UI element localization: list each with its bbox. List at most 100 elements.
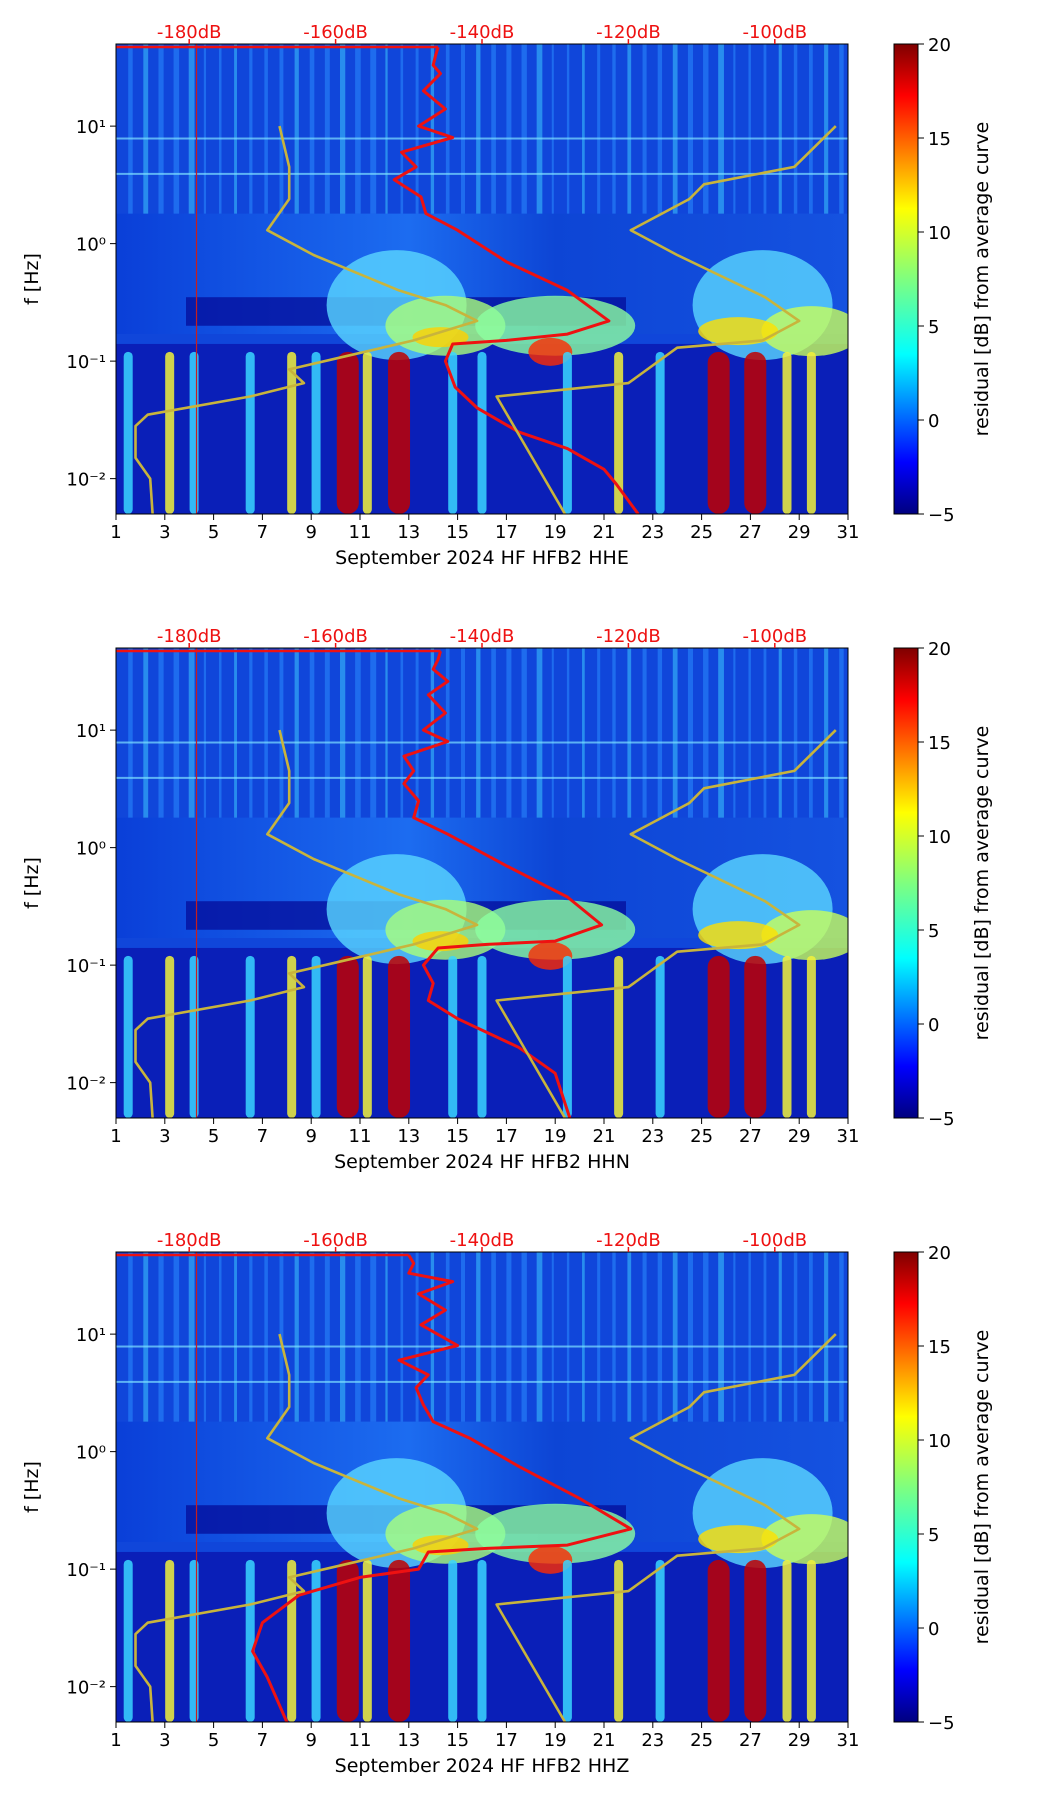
spectrogram-stripe	[839, 648, 844, 818]
spectrogram-stripe	[430, 44, 435, 214]
x-tick-label: 5	[208, 1126, 219, 1147]
spectrogram-event-column	[311, 351, 321, 514]
colorbar-tick-label: 10	[928, 223, 951, 244]
x-tick-label: 3	[159, 1126, 170, 1147]
series-line-average-noise-curve	[392, 46, 640, 514]
x-tick-label: 5	[208, 1730, 219, 1751]
x-tick-label: 11	[349, 522, 372, 543]
top-db-label: -180dB	[157, 1230, 222, 1251]
x-tick-label: 7	[257, 1126, 268, 1147]
spectrogram-stripe	[521, 648, 527, 818]
spectrogram-event-column	[388, 955, 411, 1118]
spectrogram-stripe	[264, 648, 268, 818]
spectrogram-stripe	[339, 44, 346, 214]
spectrogram-stripe	[793, 648, 798, 818]
spectrogram-stripe	[718, 44, 724, 214]
spectrogram-patch	[475, 899, 636, 960]
top-db-label: -140dB	[450, 1230, 515, 1251]
y-tick-label: 10⁻¹	[66, 1560, 106, 1581]
spectrogram-event-column	[614, 1559, 624, 1722]
spectrogram-stripe	[294, 1252, 299, 1422]
top-db-label: -100dB	[742, 22, 807, 43]
spectrogram-stripe	[582, 648, 585, 818]
spectrogram-stripe	[143, 44, 149, 214]
y-tick-label: 10¹	[76, 117, 106, 138]
spectrogram-event-column	[655, 351, 665, 514]
spectrogram-stripe	[763, 44, 767, 214]
spectrogram-event-column	[362, 351, 372, 514]
spectrogram-stripe	[808, 44, 813, 214]
spectrogram-stripe	[415, 648, 419, 818]
spectrogram-stripe	[763, 648, 767, 818]
series-line-noise-model-curve-right	[495, 729, 837, 1118]
spectrogram-event-column	[477, 351, 487, 514]
spectrogram-event-column	[562, 955, 572, 1118]
spectrogram-stripe	[687, 648, 694, 818]
x-tick-label: 25	[690, 1126, 713, 1147]
x-tick-label: 29	[788, 1126, 811, 1147]
spectrogram-stripe	[597, 44, 601, 214]
x-tick-label: 27	[739, 1730, 762, 1751]
spectrogram-event-column	[287, 955, 297, 1118]
spectrogram-stripe	[234, 648, 237, 818]
x-tick-label: 25	[690, 1730, 713, 1751]
x-tick-label: 7	[257, 522, 268, 543]
spectrogram-stripe	[445, 44, 450, 214]
y-axis-label: f [Hz]	[21, 857, 43, 909]
spectrogram-event-column	[614, 351, 624, 514]
spectrogram-stripe	[687, 1252, 694, 1422]
spectrogram-stripe	[582, 44, 585, 214]
spectrogram-patch	[698, 1525, 779, 1554]
spectrogram-stripe	[536, 648, 543, 818]
spectrogram-stripe	[778, 44, 782, 214]
spectrogram-stripe	[324, 1252, 330, 1422]
spectrogram-stripe	[627, 1252, 632, 1422]
x-tick-label: 1	[110, 522, 121, 543]
colorbar-tick-label: 15	[928, 1337, 951, 1358]
spectrogram-stripe	[128, 44, 133, 214]
colorbar-tick-label: 0	[928, 411, 939, 432]
x-tick-label: 19	[544, 1126, 567, 1147]
spectrogram-stripe	[445, 1252, 450, 1422]
y-tick-label: 10⁰	[76, 839, 106, 860]
spectrogram-stripe	[733, 44, 736, 214]
spectrogram-event-column	[707, 1559, 730, 1722]
spectrogram-event-column	[477, 955, 487, 1118]
spectrogram-stripe	[476, 44, 481, 214]
spectrogram-stripe	[173, 1252, 180, 1422]
spectrogram-event-column	[806, 351, 816, 514]
spectrogram-stripe	[642, 1252, 647, 1422]
spectrogram-stripe	[718, 1252, 724, 1422]
y-tick-label: 10⁰	[76, 1443, 106, 1464]
spectrogram-event-column	[189, 955, 199, 1118]
spectrogram-event-column	[336, 955, 359, 1118]
y-tick-label: 10¹	[76, 721, 106, 742]
spectrogram-stripe	[445, 648, 450, 818]
spectrogram-stripe	[566, 648, 570, 818]
top-db-label: -120dB	[596, 626, 661, 647]
spectrogram-event-column	[782, 955, 792, 1118]
top-db-label: -180dB	[157, 22, 222, 43]
top-db-label: -160dB	[303, 1230, 368, 1251]
spectrogram-stripe	[264, 1252, 268, 1422]
y-axis-label: f [Hz]	[21, 253, 43, 305]
x-tick-label: 31	[837, 1126, 860, 1147]
spectrogram-hline	[116, 172, 848, 175]
x-tick-label: 11	[349, 1730, 372, 1751]
spectrogram-stripe	[839, 44, 844, 214]
x-tick-label: 5	[208, 522, 219, 543]
spectrogram-stripe	[415, 44, 419, 214]
spectrogram-stripe	[703, 648, 709, 818]
chart-panel: 1 3 5 7 9 11 13 15 17 19 21 23 25 27 29 3110⁻²10⁻¹10⁰10…	[21, 626, 993, 1173]
colorbar-tick-label: 5	[928, 921, 939, 942]
colorbar-tick-label: 5	[928, 317, 939, 338]
spectrogram-event-column	[311, 955, 321, 1118]
spectrogram-stripe	[324, 648, 330, 818]
spectrogram-hline	[116, 1380, 848, 1383]
spectrogram-stripe	[672, 1252, 678, 1422]
spectrogram-stripe	[597, 1252, 601, 1422]
spectrogram-stripe	[370, 44, 377, 214]
x-tick-label: 19	[544, 1730, 567, 1751]
x-tick-label: 17	[495, 522, 518, 543]
spectrogram-event-column	[388, 351, 411, 514]
